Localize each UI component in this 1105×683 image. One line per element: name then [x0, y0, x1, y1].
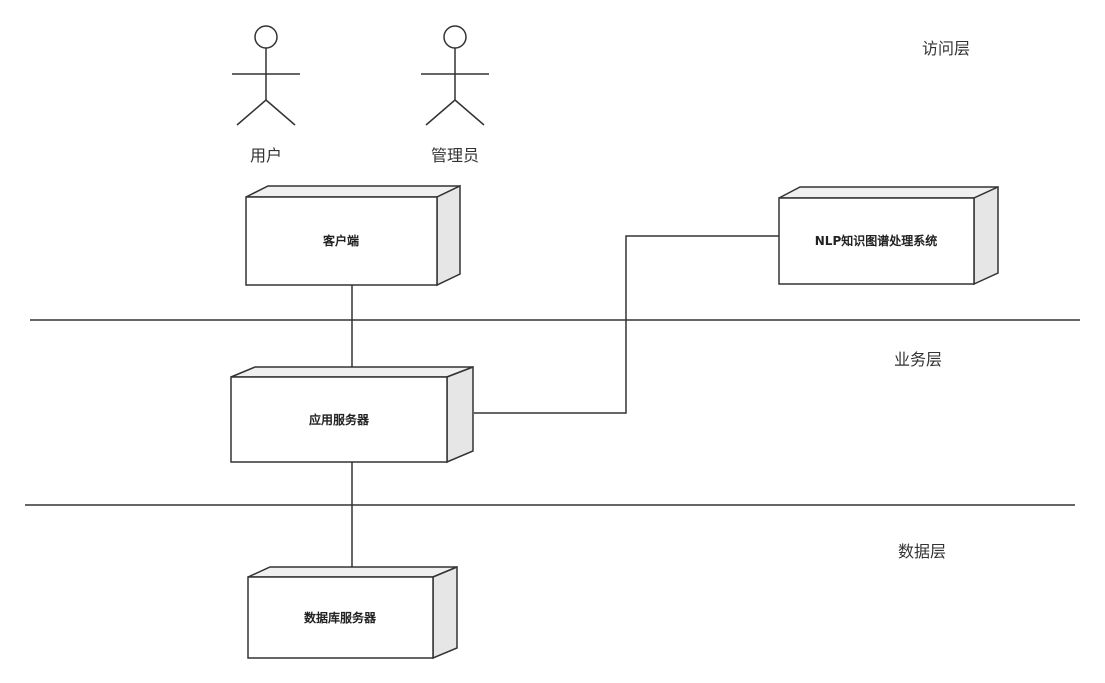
actor-admin-label: 管理员 [431, 146, 479, 165]
layer-label-data: 数据层 [898, 542, 946, 561]
node-nlp-top [779, 187, 998, 198]
layer-label-access: 访问层 [922, 39, 970, 58]
node-client-side [437, 186, 460, 285]
actor-user: 用户 [232, 26, 300, 165]
actor-admin-leg-right [455, 100, 484, 125]
actor-user-leg-left [237, 100, 266, 125]
node-db-server-side [433, 567, 457, 658]
node-nlp-label: NLP知识图谱处理系统 [815, 233, 938, 248]
node-nlp-side [974, 187, 998, 284]
layer-label-business: 业务层 [894, 350, 942, 369]
node-app-server-side [447, 367, 473, 462]
actor-user-leg-right [266, 100, 295, 125]
node-app-server-label: 应用服务器 [309, 412, 370, 427]
actor-user-label: 用户 [250, 146, 282, 165]
node-db-server-top [248, 567, 457, 577]
actor-admin-leg-left [426, 100, 455, 125]
node-app-server: 应用服务器 [231, 367, 473, 462]
actor-admin-head [444, 26, 466, 48]
node-app-server-top [231, 367, 473, 377]
actor-user-head [255, 26, 277, 48]
node-nlp: NLP知识图谱处理系统 [779, 187, 998, 284]
node-client-top [246, 186, 460, 197]
node-db-server-label: 数据库服务器 [304, 610, 377, 625]
node-client-label: 客户端 [322, 233, 359, 248]
node-client: 客户端 [246, 186, 460, 285]
node-db-server: 数据库服务器 [248, 567, 457, 658]
connector-appserver-nlp [474, 236, 780, 413]
actor-admin: 管理员 [421, 26, 489, 165]
